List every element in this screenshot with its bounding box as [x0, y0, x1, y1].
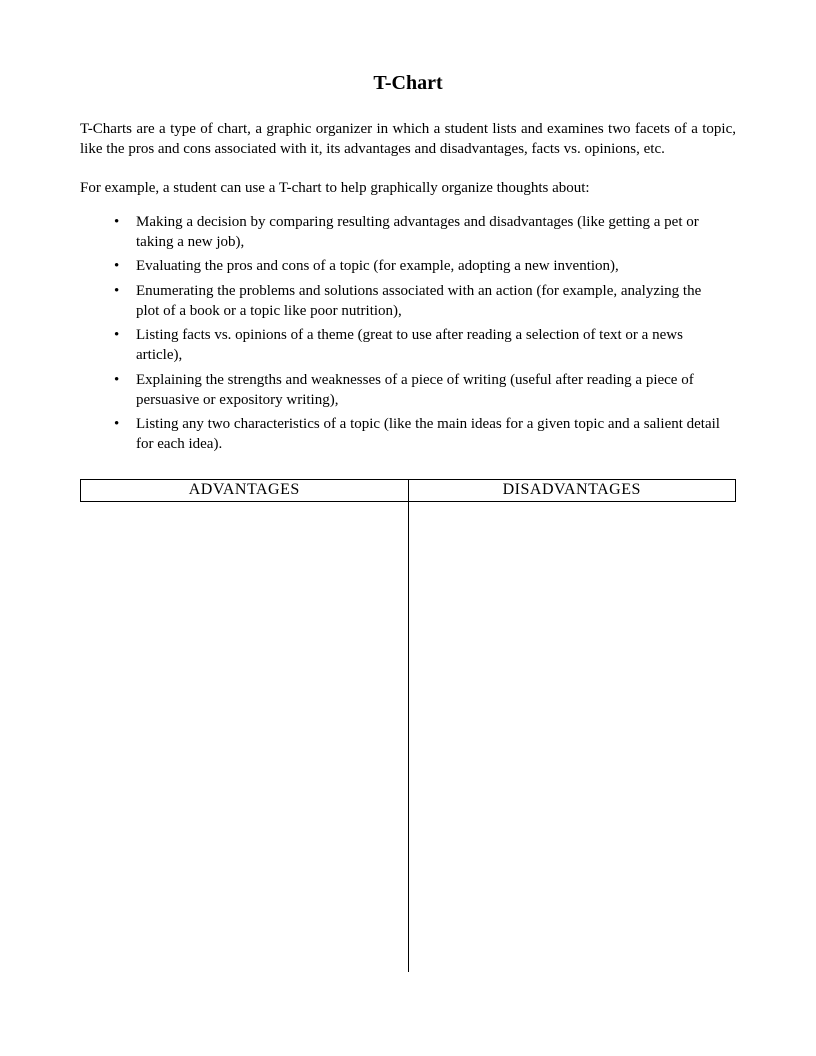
- list-item: Listing facts vs. opinions of a theme (g…: [136, 325, 736, 366]
- t-chart-column-left: ADVANTAGES: [81, 479, 409, 501]
- lead-in-paragraph: For example, a student can use a T-chart…: [80, 178, 736, 198]
- t-chart-header: ADVANTAGES DISADVANTAGES: [80, 479, 736, 502]
- t-chart-body: [80, 502, 736, 972]
- t-chart-divider: [408, 502, 409, 972]
- t-chart: ADVANTAGES DISADVANTAGES: [80, 479, 736, 972]
- list-item: Explaining the strengths and weaknesses …: [136, 370, 736, 411]
- list-item: Making a decision by comparing resulting…: [136, 212, 736, 253]
- t-chart-column-right: DISADVANTAGES: [408, 479, 736, 501]
- page-title: T-Chart: [80, 72, 736, 95]
- list-item: Listing any two characteristics of a top…: [136, 414, 736, 455]
- bullet-list: Making a decision by comparing resulting…: [80, 212, 736, 455]
- intro-paragraph: T-Charts are a type of chart, a graphic …: [80, 119, 736, 160]
- list-item: Enumerating the problems and solutions a…: [136, 281, 736, 322]
- list-item: Evaluating the pros and cons of a topic …: [136, 256, 736, 276]
